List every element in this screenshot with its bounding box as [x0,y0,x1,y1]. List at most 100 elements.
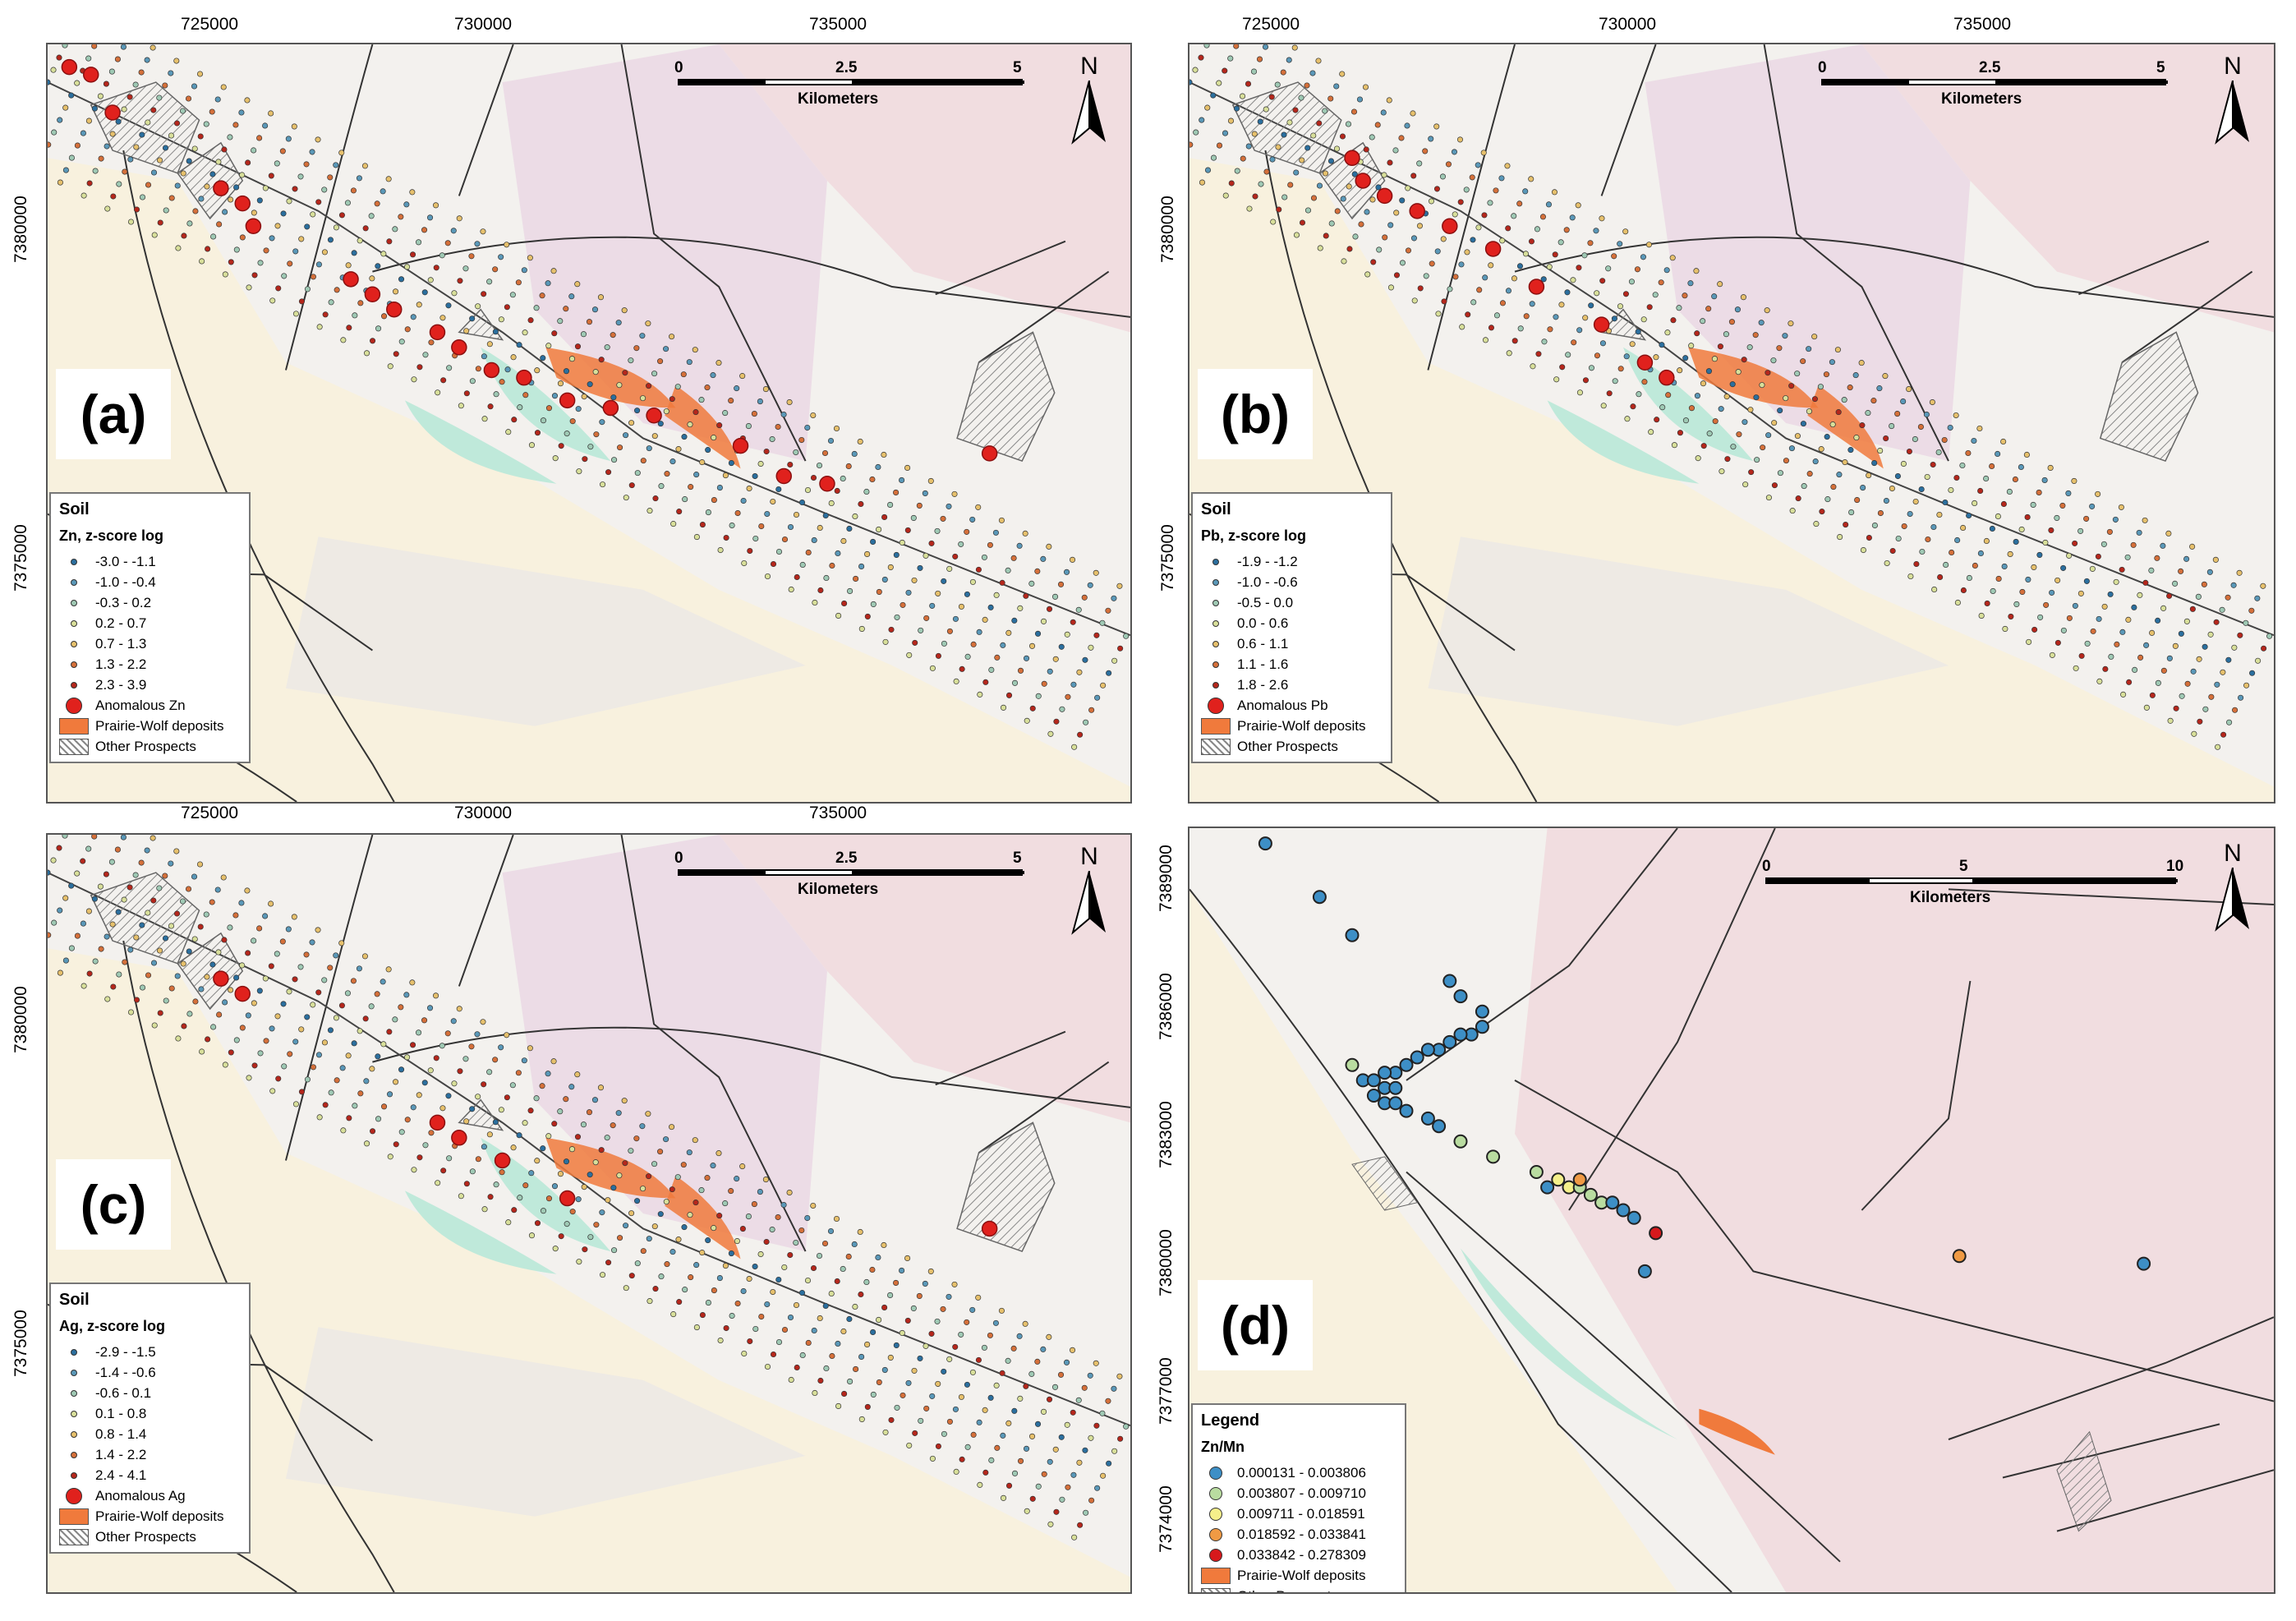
soil-sample-point [910,514,917,521]
soil-sample-point [823,1365,830,1372]
soil-sample-point [762,1177,769,1183]
soil-sample-point [62,167,69,173]
fault-line [2078,240,2210,296]
soil-sample-point [486,1131,493,1138]
soil-sample-point [251,1000,257,1006]
soil-sample-point [623,495,629,501]
fault-line [458,835,514,987]
fault-line [1189,888,1732,1592]
soil-sample-point [1565,352,1571,358]
soil-sample-point [1811,396,1818,403]
soil-sample-point [1059,1496,1065,1503]
sample-line [104,848,180,1002]
soil-sample-point [315,199,322,205]
teal-unit [404,1190,557,1274]
soil-sample-point [1884,560,1890,567]
soil-sample-point [1754,457,1760,463]
soil-sample-point [1937,573,1944,581]
soil-sample-point [829,1352,835,1360]
sample-line [316,176,392,330]
map-legend: Legend Zn/Mn 0.000131 - 0.003806 0.003807 -… [1191,1403,1406,1592]
soil-sample-point [758,523,765,530]
soil-sample-point [658,483,665,490]
soil-sample-point [876,1316,882,1323]
soil-sample-point [722,1263,729,1269]
soil-sample-point [375,1116,382,1122]
sample-line [1000,1347,1076,1501]
soil-sample-point [563,306,569,312]
soil-sample-point [398,1129,405,1135]
soil-sample-point [651,433,658,440]
sample-line [717,398,793,554]
soil-sample-point [387,1154,393,1160]
sample-line [1482,189,1558,343]
soil-sample-point [999,579,1005,586]
soil-sample-point [745,1213,752,1220]
soil-sample-point [645,1111,651,1117]
soil-sample-point [475,303,481,310]
soil-sample-point [835,550,841,557]
soil-sample-point [168,132,175,139]
soil-sample-point [1978,612,1985,619]
soil-sample-point [469,1168,476,1175]
soil-sample-point [2219,606,2225,613]
soil-sample-point [387,363,393,370]
soil-sample-point [504,366,511,373]
soil-sample-point [1069,556,1076,563]
soil-sample-point [775,1338,783,1346]
legend-class-row: 1.1 - 1.6 [1201,654,1383,675]
soil-sample-point [281,273,288,279]
soil-sample-point [127,156,134,163]
soil-sample-point [929,665,936,671]
soil-sample-point [404,326,411,333]
soil-sample-point [533,1095,540,1102]
soil-sample-point [2183,555,2190,562]
soil-sample-point [952,553,959,560]
soil-sample-point [617,1235,623,1241]
soil-sample-point [1411,297,1418,304]
soil-sample-point [935,1443,941,1449]
soil-sample-point [1540,276,1547,283]
soil-sample-point [1227,55,1234,62]
sample-line [600,1124,675,1278]
anomalous-sample [981,445,998,462]
soil-sample-point [1250,68,1258,75]
soil-sample-point [2208,693,2215,700]
soil-sample-point [1222,130,1229,136]
soil-sample-point [829,562,835,569]
soil-sample-point [1794,371,1801,377]
soil-sample-point [622,370,628,376]
soil-sample-point [369,1066,375,1072]
soil-sample-point [1959,462,1966,469]
soil-sample-point [297,173,304,180]
soil-sample-point [1628,279,1635,285]
soil-sample-point [346,325,352,331]
soil-sample-point [173,910,181,917]
soil-sample-point [462,265,469,272]
soil-sample-point [216,1011,223,1018]
soil-sample-point [1622,228,1629,235]
soil-sample-point [1222,192,1229,199]
scale-mid: 5 [1959,858,1968,875]
sample-line [1000,556,1076,711]
soil-sample-point [474,1031,481,1038]
soil-sample-point [1464,249,1470,256]
soil-sample-point [1752,332,1759,338]
soil-sample-point [287,260,293,267]
soil-sample-point [1293,169,1300,176]
soil-sample-point [1588,302,1594,309]
fault-line [1861,980,1972,1211]
soil-sample-point [1688,405,1695,412]
soil-sample-point [704,1175,711,1181]
sample-line [387,215,462,370]
prospect-polygon [956,331,1056,463]
soil-sample-point [1017,1395,1024,1402]
soil-sample-point [1251,131,1258,137]
soil-sample-point [1081,1384,1088,1391]
soil-sample-point [1640,316,1647,323]
soil-sample-point [2160,667,2167,674]
soil-sample-point [894,614,900,620]
soil-sample-point [492,1119,499,1126]
soil-sample-point [162,873,168,879]
soil-sample-point [1309,70,1316,76]
